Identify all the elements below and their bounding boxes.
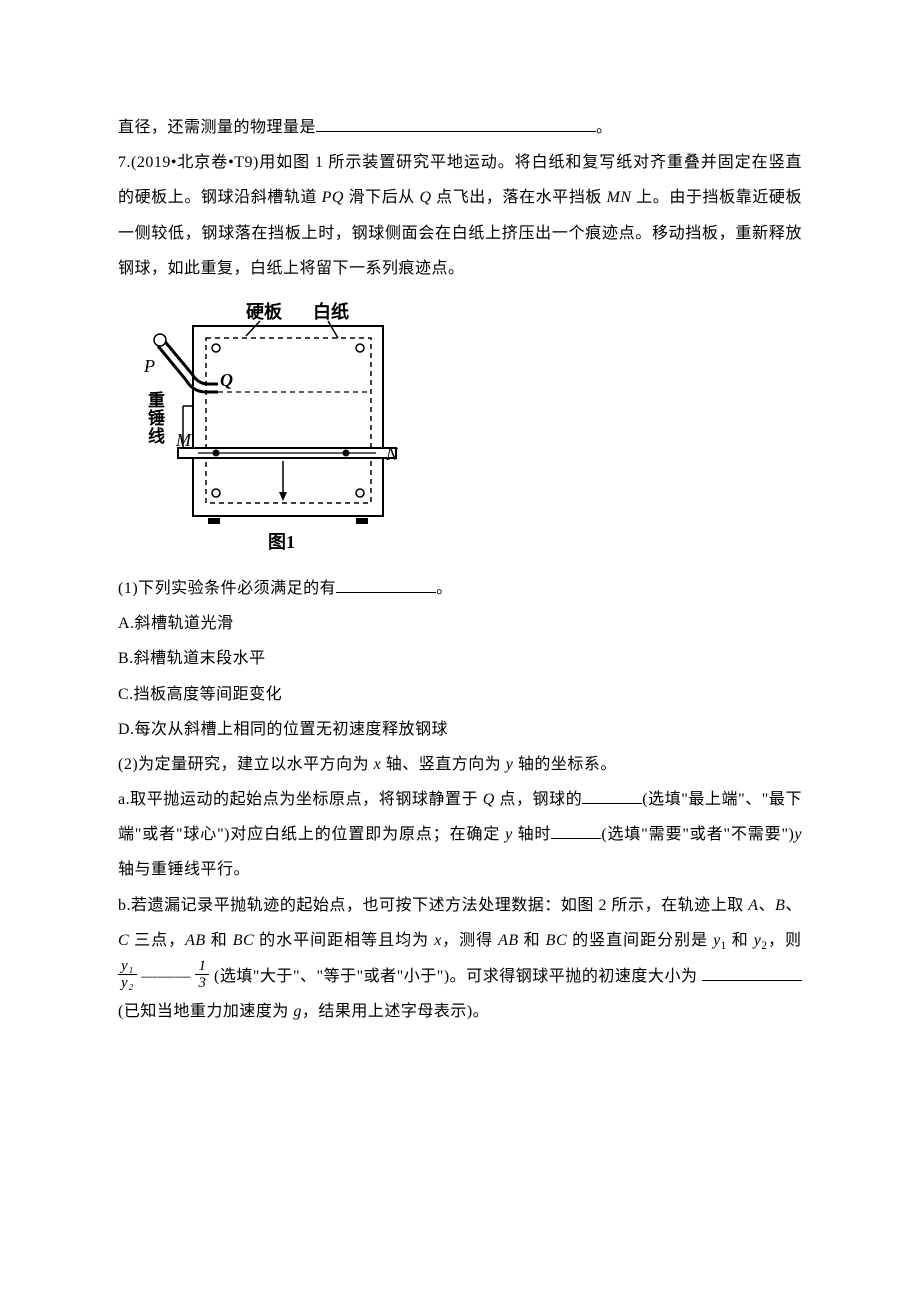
num2: 1 [195, 958, 209, 976]
a1: a.取平抛运动的起始点为坐标原点，将钢球静置于 [118, 791, 483, 808]
option-D: D.每次从斜槽上相同的位置无初速度释放钢球 [118, 712, 802, 747]
by1: y [713, 932, 721, 949]
b8: 和 [519, 932, 546, 949]
option-A: A.斜槽轨道光滑 [118, 606, 802, 641]
bA: A [748, 897, 758, 914]
label-plumb-2: 锤 [148, 408, 165, 428]
figure-caption: 图1 [268, 532, 295, 552]
blank-long [316, 114, 596, 132]
b12: ——— [141, 968, 195, 985]
label-P: P [143, 356, 155, 376]
bx: x [434, 932, 442, 949]
bg: g [293, 1003, 302, 1020]
b3: 、 [785, 897, 802, 914]
den2: 3 [195, 975, 209, 992]
bC: C [118, 932, 129, 949]
p1-suffix: 。 [436, 580, 453, 597]
label-N: N [385, 444, 398, 464]
label-M: M [175, 430, 192, 450]
a6: 轴与重锤线平行。 [118, 861, 250, 878]
num1: y₁ [118, 958, 137, 976]
b6: 的水平间距相等且均为 [254, 932, 434, 949]
b4: 三点， [129, 932, 185, 949]
q6-trailing-line: 直径，还需测量的物理量是 。 [118, 110, 802, 145]
options-list: A.斜槽轨道光滑 B.斜槽轨道末段水平 C.挡板高度等间距变化 D.每次从斜槽上… [118, 606, 802, 747]
label-paper: 白纸 [313, 301, 349, 322]
blank-2 [551, 822, 601, 840]
label-plumb-3: 线 [148, 426, 165, 446]
label-Q: Q [220, 370, 233, 390]
ayy: y [794, 826, 802, 843]
figure-1: 硬板 白纸 P Q 重 锤 线 M N 图1 [138, 296, 802, 561]
blank-med [336, 575, 436, 593]
q7-mid2: 点飞出，落在水平挡板 [432, 189, 607, 206]
blank-3 [702, 963, 802, 981]
p2a: (2)为定量研究，建立以水平方向为 [118, 756, 374, 773]
b15: ，结果用上述字母表示)。 [302, 1003, 489, 1020]
bBC: BC [233, 932, 254, 949]
q6-suffix: 。 [596, 119, 613, 136]
part2-a: a.取平抛运动的起始点为坐标原点，将钢球静置于 Q 点，钢球的(选填"最上端"、… [118, 782, 802, 888]
bBC2: BC [546, 932, 567, 949]
bAB2: AB [498, 932, 519, 949]
a4: 轴时 [513, 826, 552, 843]
bB: B [775, 897, 785, 914]
b11: ，则 [767, 932, 801, 949]
bAB: AB [185, 932, 206, 949]
b5: 和 [206, 932, 233, 949]
p2b: 轴、竖直方向为 [381, 756, 506, 773]
label-board: 硬板 [246, 301, 283, 322]
q7-stem: 7.(2019•北京卷•T9)用如图 1 所示装置研究平地运动。将白纸和复写纸对… [118, 145, 802, 286]
option-C: C.挡板高度等间距变化 [118, 677, 802, 712]
b14: (已知当地重力加速度为 [118, 1003, 293, 1020]
a2: 点，钢球的 [495, 791, 582, 808]
b10: 和 [727, 932, 754, 949]
fraction-13: 13 [195, 958, 209, 992]
b7: ，测得 [442, 932, 498, 949]
q6-text: 直径，还需测量的物理量是 [118, 119, 316, 136]
aQ: Q [483, 791, 495, 808]
apparatus-diagram: 硬板 白纸 P Q 重 锤 线 M N 图1 [138, 296, 398, 556]
a5: (选填"需要"或者"不需要") [601, 826, 794, 843]
mn: MN [607, 189, 632, 206]
option-B: B.斜槽轨道末段水平 [118, 641, 802, 676]
blank-1 [582, 786, 642, 804]
b2: 、 [759, 897, 776, 914]
p2c: 轴的坐标系。 [513, 756, 617, 773]
part2-stem: (2)为定量研究，建立以水平方向为 x 轴、竖直方向为 y 轴的坐标系。 [118, 747, 802, 782]
ay: y [505, 826, 513, 843]
p1-text: (1)下列实验条件必须满足的有 [118, 580, 336, 597]
b9: 的竖直间距分别是 [567, 932, 713, 949]
pq: PQ [322, 189, 344, 206]
q7-mid1: 滑下后从 [344, 189, 420, 206]
label-plumb-1: 重 [148, 390, 165, 410]
part1-stem: (1)下列实验条件必须满足的有 。 [118, 571, 802, 606]
b13: (选填"大于"、"等于"或者"小于")。可求得钢球平抛的初速度大小为 [214, 968, 698, 985]
b1: b.若遗漏记录平抛轨迹的起始点，也可按下述方法处理数据：如图 2 所示，在轨迹上… [118, 897, 748, 914]
den1: y₂ [118, 975, 137, 992]
q: Q [419, 189, 431, 206]
part2-b: b.若遗漏记录平抛轨迹的起始点，也可按下述方法处理数据：如图 2 所示，在轨迹上… [118, 888, 802, 1030]
fraction-y1y2: y₁y₂ [118, 958, 137, 992]
